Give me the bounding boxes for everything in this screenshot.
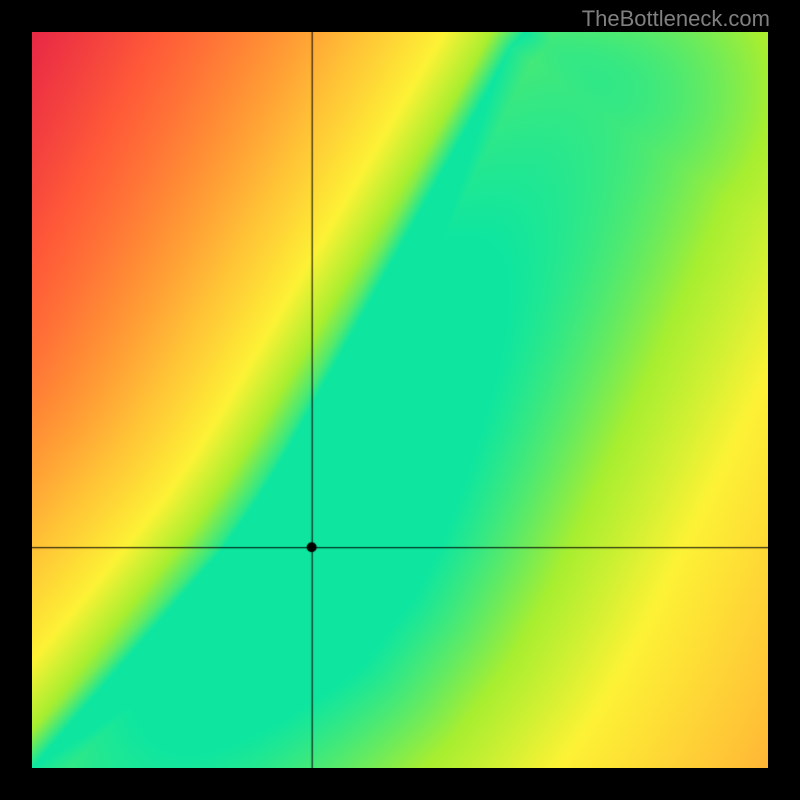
chart-container: TheBottleneck.com bbox=[0, 0, 800, 800]
watermark-text: TheBottleneck.com bbox=[582, 6, 770, 32]
heatmap-canvas bbox=[32, 32, 768, 768]
